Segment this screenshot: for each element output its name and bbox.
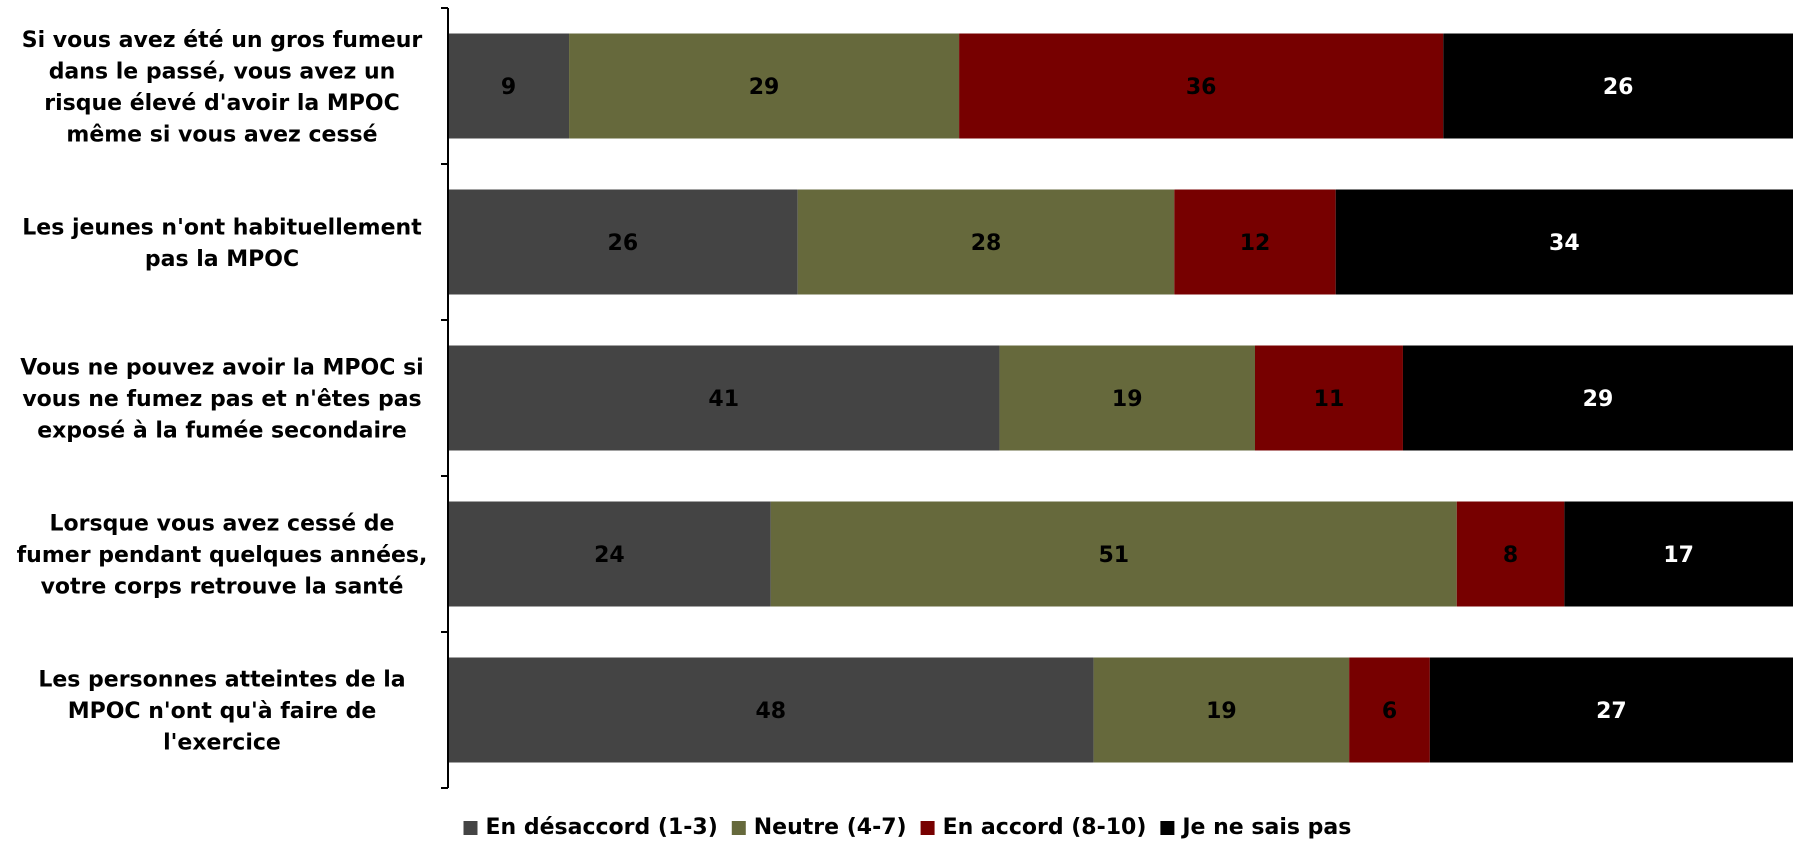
data-label: 29 (1583, 387, 1614, 412)
data-label: 11 (1314, 387, 1345, 412)
bars-layer: 9 29 36 26 26 28 12 34 41 19 11 29 24 51 8 17 48 19 6 27 (448, 33, 1793, 763)
data-label: 8 (1503, 543, 1518, 568)
data-label: 48 (755, 699, 786, 724)
bar-segment (448, 657, 1094, 763)
bar-segment (1402, 345, 1793, 451)
category-label: Vous ne pouvez avoir la MPOC si vous ne f… (20, 356, 423, 444)
data-label: 6 (1382, 699, 1397, 724)
bar-segment (448, 189, 798, 295)
bar-segment (1174, 189, 1336, 295)
data-label: 34 (1549, 231, 1580, 256)
legend-label: Neutre (4-7) (754, 815, 907, 840)
bar-segment (569, 33, 960, 139)
bar-segment (797, 189, 1175, 295)
data-label: 17 (1663, 543, 1694, 568)
data-label: 41 (708, 387, 739, 412)
bar-segment (1335, 189, 1793, 295)
data-label: 28 (971, 231, 1002, 256)
legend-swatch (463, 821, 478, 835)
data-label: 19 (1206, 699, 1237, 724)
bar-segment (1564, 501, 1793, 607)
legend-swatch (920, 821, 935, 835)
bar-segment (1429, 657, 1793, 763)
bar-segment (770, 501, 1457, 607)
category-label: Les jeunes n'ont habituellement pas la MP… (22, 215, 422, 272)
legend: En désaccord (1-3) Neutre (4-7) En accord … (463, 815, 1351, 840)
data-label: 12 (1240, 231, 1271, 256)
category-label: Les personnes atteintes de la MPOC n'ont … (38, 668, 405, 756)
bar-segment (448, 345, 1000, 451)
bar-segment (1349, 657, 1430, 763)
data-label: 19 (1112, 387, 1143, 412)
bar-segment (448, 33, 570, 139)
data-label: 26 (1603, 75, 1634, 100)
category-axis (441, 7, 449, 789)
bar-segment (999, 345, 1255, 451)
legend-swatch (731, 821, 746, 835)
category-label: Si vous avez été un gros fumeur dans le p… (22, 28, 423, 148)
category-label: Lorsque vous avez cessé de fumer pendant … (17, 512, 428, 600)
bar-segment (448, 501, 771, 607)
legend-label: En accord (8-10) (943, 815, 1147, 840)
data-label: 36 (1186, 75, 1217, 100)
legend-label: Je ne sais pas (1180, 815, 1351, 840)
bar-segment (1456, 501, 1565, 607)
bar-segment (959, 33, 1444, 139)
data-label: 29 (749, 75, 780, 100)
category-labels: Si vous avez été un gros fumeur dans le p… (17, 28, 428, 756)
data-label: 27 (1596, 699, 1627, 724)
legend-swatch (1160, 821, 1175, 835)
data-label: 24 (594, 543, 625, 568)
legend-label: En désaccord (1-3) (486, 815, 718, 840)
data-label: 26 (608, 231, 639, 256)
data-label: 9 (501, 75, 516, 100)
bar-segment (1093, 657, 1350, 763)
bar-segment (1255, 345, 1403, 451)
bar-segment (1443, 33, 1793, 139)
data-label: 51 (1098, 543, 1129, 568)
